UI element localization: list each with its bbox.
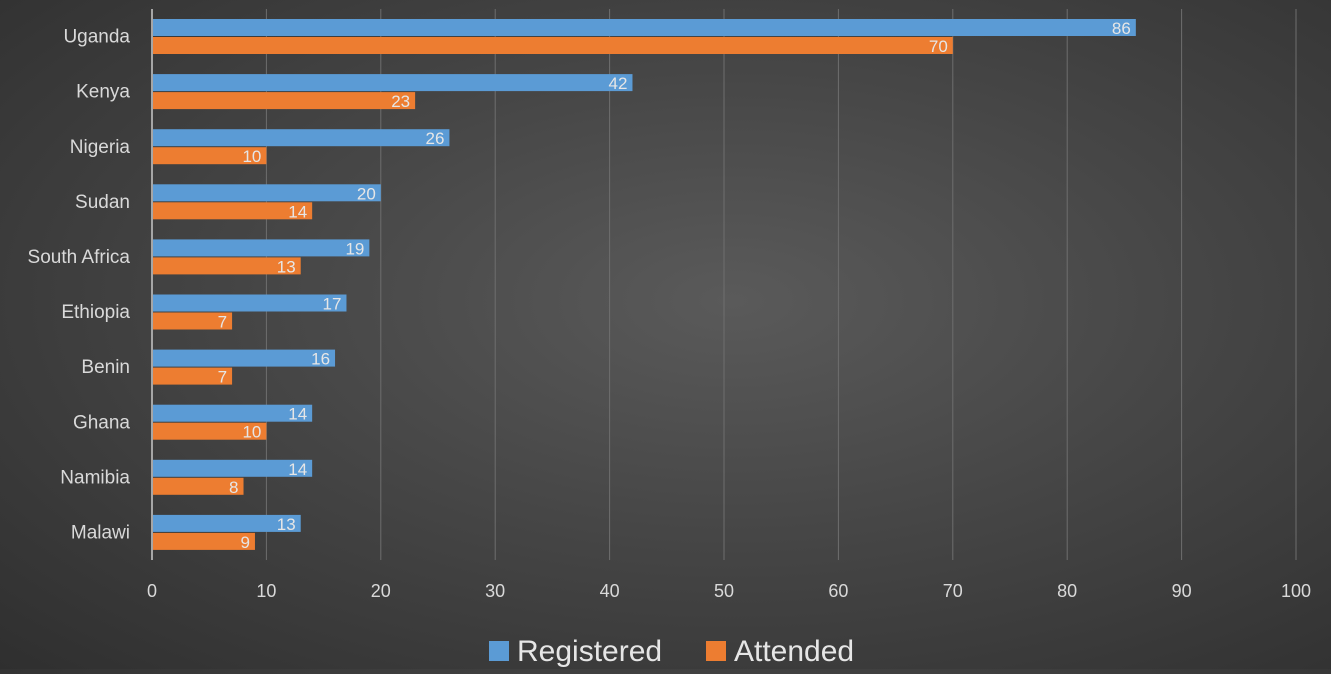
x-tick-label: 100 bbox=[1281, 581, 1311, 601]
bar-attended-south-africa bbox=[152, 257, 301, 275]
x-tick-label: 0 bbox=[147, 581, 157, 601]
data-label: 26 bbox=[426, 129, 445, 148]
bar-attended-sudan bbox=[152, 202, 313, 220]
category-label: Ghana bbox=[73, 412, 130, 433]
data-label: 70 bbox=[929, 37, 948, 56]
data-label: 14 bbox=[288, 202, 307, 221]
data-label: 14 bbox=[288, 460, 307, 479]
bar-attended-malawi bbox=[152, 532, 255, 550]
data-label: 13 bbox=[277, 257, 296, 276]
data-label: 20 bbox=[357, 184, 376, 203]
data-label: 10 bbox=[242, 147, 261, 166]
bar-attended-kenya bbox=[152, 92, 416, 110]
data-label: 13 bbox=[277, 515, 296, 534]
legend: Registered Attended bbox=[489, 635, 854, 668]
data-label: 7 bbox=[218, 313, 227, 332]
x-tick-label: 40 bbox=[600, 581, 620, 601]
x-tick-label: 20 bbox=[371, 581, 391, 601]
data-label: 10 bbox=[242, 423, 261, 442]
category-label: Malawi bbox=[71, 522, 130, 543]
data-label: 7 bbox=[218, 368, 227, 387]
x-tick-label: 10 bbox=[256, 581, 276, 601]
x-tick-label: 90 bbox=[1172, 581, 1192, 601]
x-tick-label: 60 bbox=[828, 581, 848, 601]
x-tick-label: 50 bbox=[714, 581, 734, 601]
x-tick-label: 80 bbox=[1057, 581, 1077, 601]
bar-registered-namibia bbox=[152, 459, 313, 477]
legend-swatch-attended bbox=[706, 641, 726, 661]
axes: 0 10 20 30 40 50 60 70 80 90 100 Uganda Kenya Nigeria… bbox=[28, 9, 1311, 601]
data-label: 9 bbox=[240, 533, 249, 552]
bar-registered-malawi bbox=[152, 514, 301, 532]
bar-attended-ghana bbox=[152, 422, 267, 440]
bars bbox=[152, 19, 1136, 550]
data-label: 23 bbox=[391, 92, 410, 111]
data-label: 16 bbox=[311, 350, 330, 369]
bar-attended-nigeria bbox=[152, 147, 267, 165]
category-label: Ethiopia bbox=[61, 302, 130, 323]
category-label: Nigeria bbox=[70, 137, 131, 158]
bar-registered-south-africa bbox=[152, 239, 370, 257]
category-label: Namibia bbox=[60, 467, 130, 488]
bar-registered-ethiopia bbox=[152, 294, 347, 312]
legend-swatch-registered bbox=[489, 641, 509, 661]
bar-registered-benin bbox=[152, 349, 336, 367]
bar-registered-kenya bbox=[152, 74, 633, 92]
category-label: South Africa bbox=[28, 247, 131, 268]
bar-registered-nigeria bbox=[152, 129, 450, 147]
category-label: Benin bbox=[81, 357, 130, 378]
bar-registered-sudan bbox=[152, 184, 381, 202]
bar-attended-uganda bbox=[152, 37, 953, 54]
legend-label-registered: Registered bbox=[517, 635, 662, 668]
legend-label-attended: Attended bbox=[734, 635, 854, 668]
bar-attended-namibia bbox=[152, 477, 244, 495]
data-label: 19 bbox=[345, 239, 364, 258]
data-label: 42 bbox=[609, 74, 628, 93]
data-label: 86 bbox=[1112, 19, 1131, 38]
bar-attended-ethiopia bbox=[152, 312, 233, 330]
x-tick-label: 70 bbox=[943, 581, 963, 601]
bar-registered-ghana bbox=[152, 404, 313, 422]
x-tick-label: 30 bbox=[485, 581, 505, 601]
category-label: Uganda bbox=[63, 27, 130, 48]
bar-registered-uganda bbox=[152, 19, 1136, 36]
gridlines bbox=[265, 9, 1297, 560]
data-label: 14 bbox=[288, 405, 307, 424]
data-label: 17 bbox=[323, 295, 342, 314]
category-label: Sudan bbox=[75, 192, 130, 213]
bar-attended-benin bbox=[152, 367, 233, 385]
data-label: 8 bbox=[229, 478, 238, 497]
data-labels: 86 70 42 23 26 10 20 14 19 13 17 7 16 7 14 10 14 8 13 9 bbox=[218, 19, 1131, 552]
category-label: Kenya bbox=[76, 82, 130, 103]
